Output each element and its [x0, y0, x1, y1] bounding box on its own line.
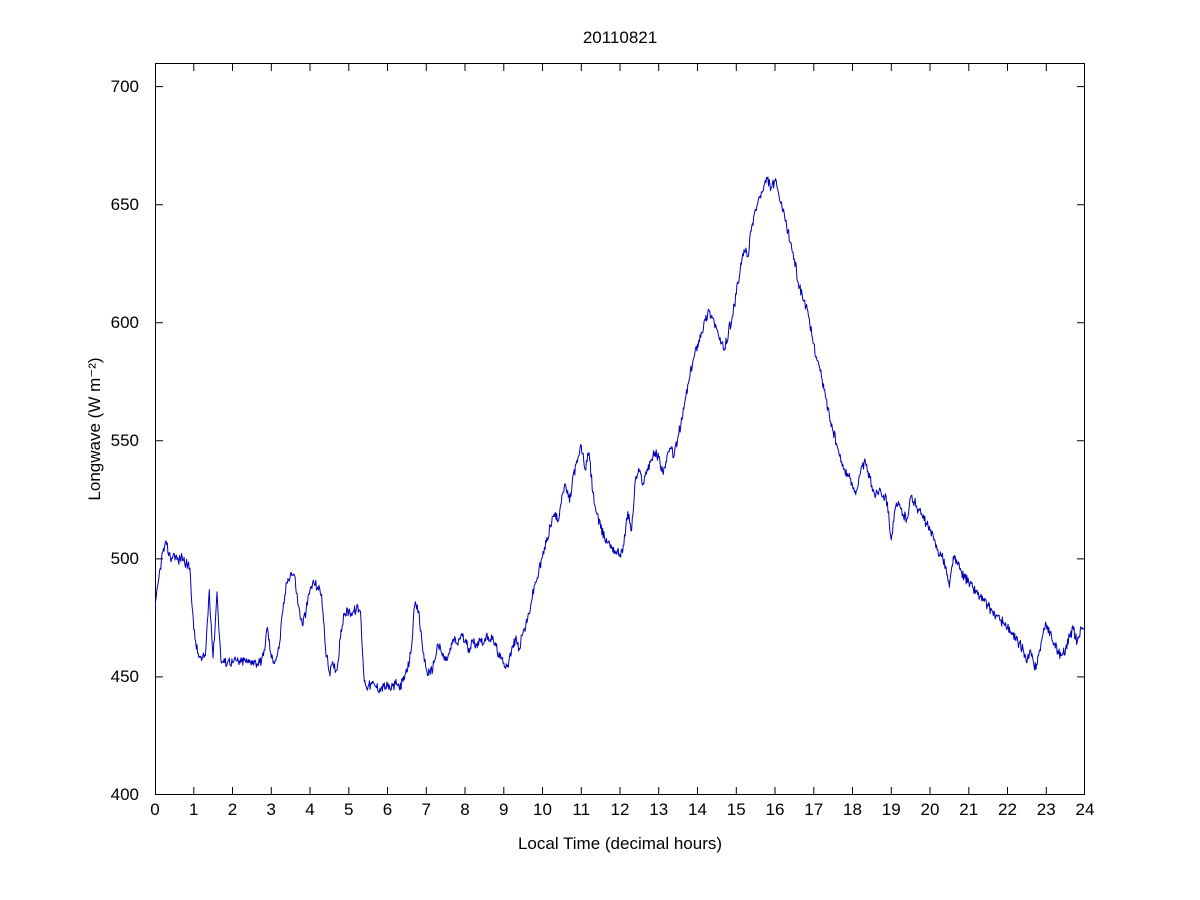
x-tick-label: 18 — [843, 800, 862, 819]
y-tick-label: 600 — [110, 312, 139, 332]
x-tick-label: 9 — [499, 800, 509, 819]
x-axis-tick-labels: 0 1 2 3 4 5 6 7 8 9 10 11 12 13 14 15 16 17 18 19 20 21 22 23 24 — [150, 800, 1094, 824]
x-tick-label: 19 — [881, 800, 901, 819]
y-tick-label: 450 — [110, 666, 139, 686]
y-tick-label: 550 — [110, 430, 139, 450]
x-tick-label: 7 — [421, 800, 431, 819]
x-tick-label: 8 — [460, 800, 470, 819]
x-tick-label: 5 — [344, 800, 354, 819]
line-plot — [155, 63, 1085, 795]
x-tick-label: 13 — [649, 800, 669, 819]
chart-title: 20110821 — [582, 28, 658, 47]
x-tick-label: 3 — [266, 800, 276, 819]
tick-marks — [155, 64, 1085, 795]
x-axis-label: Local Time (decimal hours) — [517, 834, 723, 853]
y-tick-label: 400 — [110, 785, 139, 804]
x-tick-label: 15 — [726, 800, 746, 819]
x-tick-label: 23 — [1036, 800, 1056, 819]
x-tick-label: 11 — [572, 800, 591, 819]
longwave-series-line — [155, 176, 1085, 694]
x-tick-label: 24 — [1075, 800, 1095, 819]
x-tick-label: 2 — [227, 800, 238, 819]
y-axis-label: Longwave (W m⁻²) — [85, 357, 104, 501]
x-tick-label: 22 — [998, 800, 1017, 819]
y-tick-label: 500 — [110, 548, 139, 568]
x-tick-label: 10 — [533, 800, 552, 819]
y-tick-label: 650 — [110, 194, 139, 214]
x-tick-label: 14 — [688, 800, 707, 819]
x-tick-label: 0 — [150, 800, 160, 819]
x-tick-label: 17 — [804, 800, 824, 819]
x-tick-label: 6 — [382, 800, 393, 819]
plot-area — [155, 63, 1085, 795]
x-tick-label: 16 — [765, 800, 785, 819]
x-tick-label: 12 — [610, 800, 630, 819]
x-tick-label: 4 — [305, 800, 315, 819]
axes-box — [155, 63, 1085, 795]
y-axis-tick-labels: 400 450 500 550 600 650 700 — [0, 63, 147, 804]
x-tick-label: 20 — [920, 800, 940, 819]
x-tick-label: 1 — [189, 800, 199, 819]
x-tick-label: 21 — [959, 800, 979, 819]
y-tick-label: 700 — [110, 76, 139, 96]
